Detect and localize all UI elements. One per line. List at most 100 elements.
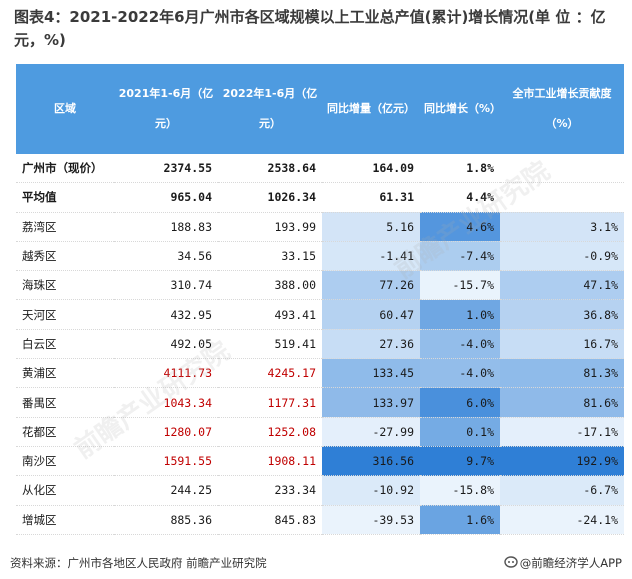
cell-growth: 1.0% [420, 299, 500, 330]
cell-incr: 27.36 [322, 329, 420, 360]
cell-name: 花都区 [16, 417, 114, 447]
cell-name: 广州市（现价） [16, 154, 114, 184]
cell-v2021: 188.83 [114, 212, 218, 242]
cell-name: 越秀区 [16, 241, 114, 272]
cell-contrib: -17.1% [500, 417, 624, 447]
cell-contrib [500, 154, 624, 184]
cell-growth: 1.8% [420, 154, 500, 184]
cell-contrib: 81.3% [500, 358, 624, 389]
cell-growth: -4.0% [420, 329, 500, 360]
cell-contrib [500, 182, 624, 213]
cell-v2022: 33.15 [218, 241, 322, 272]
cell-growth: 4.4% [420, 182, 500, 213]
header-growth: 同比增长（%） [420, 64, 501, 154]
cell-growth: 4.6% [420, 212, 500, 242]
cell-name: 海珠区 [16, 270, 114, 301]
cell-contrib: 81.6% [500, 387, 624, 418]
cell-v2021: 1280.07 [114, 417, 218, 447]
table-row: 黄浦区 4111.73 4245.17 133.45 -4.0% 81.3% [16, 358, 624, 389]
cell-name: 黄浦区 [16, 358, 114, 389]
cell-v2022: 193.99 [218, 212, 322, 242]
cell-v2022: 1177.31 [218, 387, 322, 418]
cell-contrib: 192.9% [500, 446, 624, 477]
table-row: 平均值 965.04 1026.34 61.31 4.4% [16, 182, 624, 213]
cell-growth: 0.1% [420, 417, 500, 447]
cell-contrib: 47.1% [500, 270, 624, 301]
cell-v2022: 1252.08 [218, 417, 322, 447]
header-2022: 2022年1-6月（亿元） [218, 64, 322, 154]
table-row: 白云区 492.05 519.41 27.36 -4.0% 16.7% [16, 329, 624, 360]
cell-incr: 5.16 [322, 212, 420, 242]
cell-v2021: 244.25 [114, 475, 218, 506]
table-row: 海珠区 310.74 388.00 77.26 -15.7% 47.1% [16, 270, 624, 301]
cell-incr: 164.09 [322, 154, 420, 184]
table-row: 增城区 885.36 845.83 -39.53 1.6% -24.1% [16, 505, 624, 535]
table-row: 天河区 432.95 493.41 60.47 1.0% 36.8% [16, 299, 624, 330]
cell-v2021: 2374.55 [114, 154, 218, 184]
cell-v2022: 845.83 [218, 505, 322, 535]
cell-v2022: 519.41 [218, 329, 322, 360]
cell-growth: 9.7% [420, 446, 500, 477]
cell-incr: 77.26 [322, 270, 420, 301]
cell-v2022: 2538.64 [218, 154, 322, 184]
cell-v2022: 1026.34 [218, 182, 322, 213]
cell-incr: -10.92 [322, 475, 420, 506]
cell-v2021: 492.05 [114, 329, 218, 360]
cell-incr: -27.99 [322, 417, 420, 447]
cell-contrib: -6.7% [500, 475, 624, 506]
table-row: 荔湾区 188.83 193.99 5.16 4.6% 3.1% [16, 212, 624, 242]
data-table: 区域 2021年1-6月（亿元） 2022年1-6月（亿元） 同比增量（亿元） … [16, 64, 624, 535]
cell-v2022: 4245.17 [218, 358, 322, 389]
cell-growth: -4.0% [420, 358, 500, 389]
table-row: 越秀区 34.56 33.15 -1.41 -7.4% -0.9% [16, 241, 624, 272]
cell-contrib: 16.7% [500, 329, 624, 360]
cell-incr: 316.56 [322, 446, 420, 477]
brand-label: @前瞻经济学人APP [504, 555, 622, 571]
header-2021: 2021年1-6月（亿元） [114, 64, 218, 154]
header-contribution: 全市工业增长贡献度（%） [500, 64, 624, 154]
cell-growth: -15.7% [420, 270, 500, 301]
cell-incr: -39.53 [322, 505, 420, 535]
brand-logo-icon [504, 556, 518, 568]
header-region: 区域 [16, 64, 114, 154]
cell-contrib: 36.8% [500, 299, 624, 330]
header-row: 区域 2021年1-6月（亿元） 2022年1-6月（亿元） 同比增量（亿元） … [16, 64, 624, 154]
table-body: 广州市（现价） 2374.55 2538.64 164.09 1.8% 平均值 965.04… [16, 154, 624, 535]
cell-incr: -1.41 [322, 241, 420, 272]
cell-name: 从化区 [16, 475, 114, 506]
source-note: 资料来源：广州市各地区人民政府 前瞻产业研究院 [10, 556, 267, 570]
cell-contrib: 3.1% [500, 212, 624, 242]
cell-growth: 1.6% [420, 505, 500, 535]
cell-name: 白云区 [16, 329, 114, 360]
cell-v2022: 493.41 [218, 299, 322, 330]
cell-name: 平均值 [16, 182, 114, 213]
cell-contrib: -24.1% [500, 505, 624, 535]
table-row: 花都区 1280.07 1252.08 -27.99 0.1% -17.1% [16, 417, 624, 447]
cell-growth: -15.8% [420, 475, 500, 506]
brand-text: @前瞻经济学人APP [519, 556, 622, 570]
cell-v2021: 885.36 [114, 505, 218, 535]
cell-v2021: 1043.34 [114, 387, 218, 418]
table-row: 番禺区 1043.34 1177.31 133.97 6.0% 81.6% [16, 387, 624, 418]
cell-v2021: 965.04 [114, 182, 218, 213]
cell-name: 增城区 [16, 505, 114, 535]
chart-title: 图表4：2021-2022年6月广州市各区域规模以上工业总产值(累计)增长情况(… [14, 8, 606, 49]
cell-incr: 61.31 [322, 182, 420, 213]
cell-name: 番禺区 [16, 387, 114, 418]
cell-name: 荔湾区 [16, 212, 114, 242]
cell-v2022: 233.34 [218, 475, 322, 506]
table-row: 南沙区 1591.55 1908.11 316.56 9.7% 192.9% [16, 446, 624, 477]
cell-incr: 133.45 [322, 358, 420, 389]
header-increment: 同比增量（亿元） [322, 64, 420, 154]
cell-v2021: 432.95 [114, 299, 218, 330]
cell-v2021: 34.56 [114, 241, 218, 272]
cell-incr: 60.47 [322, 299, 420, 330]
cell-v2022: 388.00 [218, 270, 322, 301]
table-row: 广州市（现价） 2374.55 2538.64 164.09 1.8% [16, 154, 624, 184]
cell-contrib: -0.9% [500, 241, 624, 272]
table-row: 从化区 244.25 233.34 -10.92 -15.8% -6.7% [16, 475, 624, 506]
cell-growth: -7.4% [420, 241, 500, 272]
cell-v2022: 1908.11 [218, 446, 322, 477]
cell-v2021: 310.74 [114, 270, 218, 301]
cell-v2021: 4111.73 [114, 358, 218, 389]
